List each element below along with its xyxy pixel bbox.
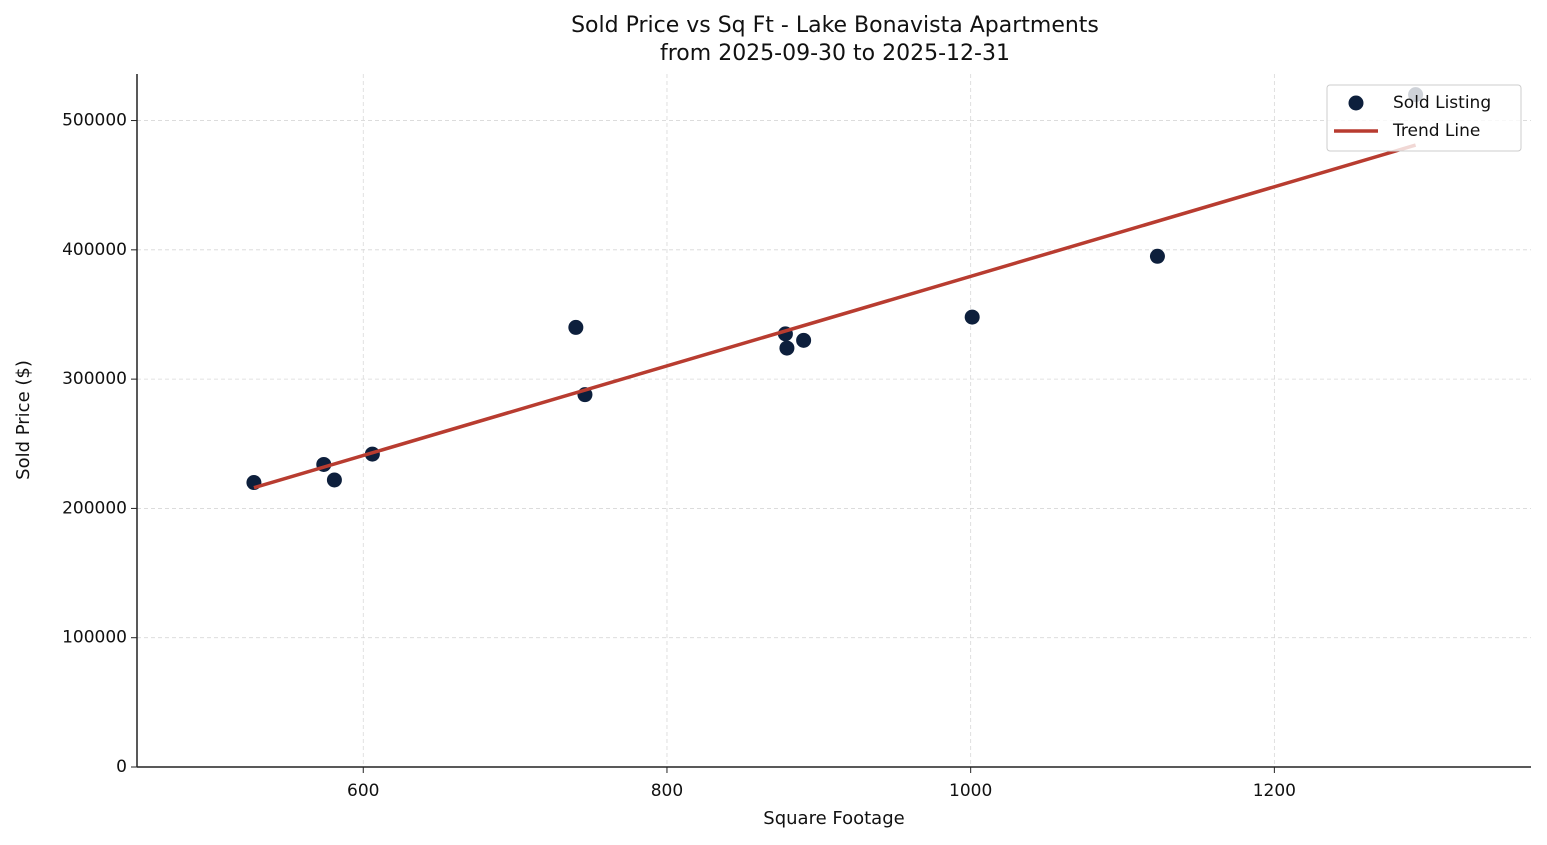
y-tick-label: 400000 xyxy=(62,240,127,260)
x-tick-label: 800 xyxy=(651,781,683,801)
y-tick-label: 300000 xyxy=(62,369,127,389)
y-tick-label: 200000 xyxy=(62,498,127,518)
y-tick-label: 100000 xyxy=(62,628,127,648)
legend: Sold Listing Trend Line xyxy=(1326,84,1522,152)
y-axis-label: Sold Price ($) xyxy=(13,360,34,480)
legend-box xyxy=(1326,84,1522,152)
x-tick-label: 600 xyxy=(347,781,379,801)
point xyxy=(326,472,342,488)
chart-title: Sold Price vs Sq Ft - Lake Bonavista Apa… xyxy=(571,13,1099,38)
trend-line xyxy=(253,143,1417,490)
y-tick-label: 500000 xyxy=(62,111,127,131)
legend-label: Sold Listing xyxy=(1393,93,1491,113)
point xyxy=(779,340,795,356)
chart-subtitle: from 2025-09-30 to 2025-12-31 xyxy=(660,41,1010,66)
point xyxy=(964,309,980,325)
legend-label: Trend Line xyxy=(1392,121,1480,141)
point xyxy=(568,319,584,335)
y-tick-label: 0 xyxy=(116,757,127,777)
x-tick-label: 1000 xyxy=(949,781,992,801)
point xyxy=(796,332,812,348)
legend-swatch xyxy=(1348,95,1364,111)
point xyxy=(1149,248,1165,264)
x-axis-label: Square Footage xyxy=(763,808,904,829)
x-tick-label: 1200 xyxy=(1253,781,1296,801)
